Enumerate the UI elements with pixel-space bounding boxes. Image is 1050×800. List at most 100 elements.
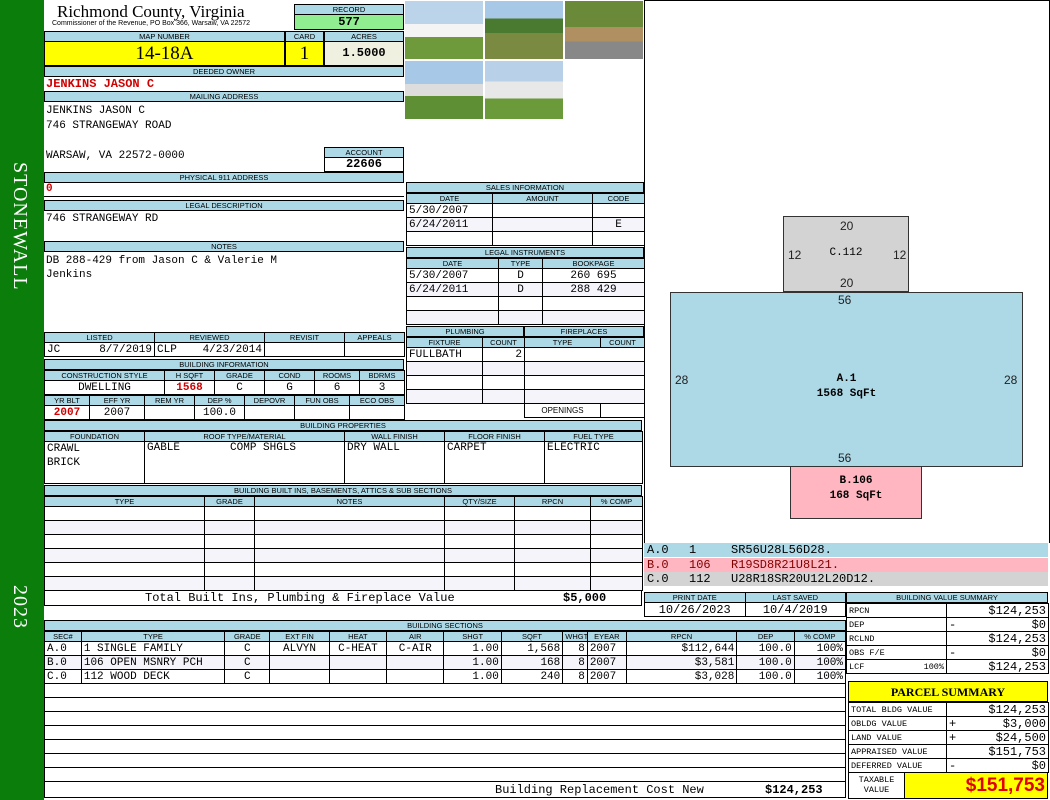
sales-cell xyxy=(592,231,645,246)
section-cell: 1.00 xyxy=(443,669,502,684)
photo-house-front[interactable] xyxy=(404,0,484,60)
sections-header: DEP xyxy=(736,631,795,642)
building-sections-label: BUILDING SECTIONS xyxy=(44,620,846,631)
openings-label: OPENINGS xyxy=(524,403,601,418)
builtins-header: TYPE xyxy=(44,496,205,507)
parcel-summary-row: OBLDG VALUE + $3,000 xyxy=(848,716,1049,731)
building-info-header: GRADE xyxy=(214,370,265,381)
county-subtitle: Commissioner of the Revenue, PO Box 366,… xyxy=(52,20,251,27)
sketch-c-right: 12 xyxy=(893,248,907,262)
parcel-summary-key: DEFERRED VALUE xyxy=(848,758,947,773)
parcel-summary: PARCEL SUMMARY TOTAL BLDG VALUE $124,253 O… xyxy=(848,681,1049,799)
building-info-header: BDRMS xyxy=(359,370,405,381)
building-sections: BUILDING SECTIONS SEC# TYPE GRADE EXT FIN HE… xyxy=(44,620,847,798)
sales-header: DATE xyxy=(406,193,493,204)
record-value: 577 xyxy=(294,15,404,30)
appeals-header: APPEALS xyxy=(344,332,405,343)
plumbing-cell xyxy=(406,389,483,404)
section-cell: 106 OPEN MSNRY PCH xyxy=(80,655,226,670)
sketch-a-area: 1568 SqFt xyxy=(816,388,877,400)
parcel-summary-value: + $3,000 xyxy=(946,716,1049,731)
instrument-cell xyxy=(498,310,543,325)
section-row: B.0 106 OPEN MSNRY PCH C 1.00 168 8 2007 $3,581… xyxy=(44,655,847,670)
sections-header: GRADE xyxy=(224,631,271,642)
building-info-value: C xyxy=(214,380,265,395)
district-sidebar: STONEWALL 2023 xyxy=(0,0,44,800)
legend-path: R19SD8R21U8L21. xyxy=(731,557,840,572)
sketch-section-a[interactable]: A.1 1568 SqFt xyxy=(670,292,1023,467)
replacement-cost-label: Building Replacement Cost New xyxy=(495,783,704,797)
physical-address-label: PHYSICAL 911 ADDRESS xyxy=(44,172,404,183)
builtins-row xyxy=(44,534,643,549)
mailing-line-3: WARSAW, VA 22572-0000 xyxy=(46,150,185,162)
building-info-value: 3 xyxy=(359,380,405,395)
section-cell: B.0 xyxy=(44,655,82,670)
building-info-header: ROOMS xyxy=(314,370,360,381)
print-date-label: PRINT DATE xyxy=(644,592,746,603)
photo-house-rear[interactable] xyxy=(484,60,564,120)
section-cell: 100.0 xyxy=(736,669,795,684)
listing-table: LISTED REVIEWED REVISIT APPEALS JC 8/7/2019 C… xyxy=(44,332,405,420)
reviewed-cell: CLP 4/23/2014 xyxy=(154,342,265,357)
dates-table: PRINT DATE LAST SAVED 10/26/2023 10/4/2019 xyxy=(644,592,846,617)
instruments-label: LEGAL INSTRUMENTS xyxy=(406,247,644,258)
value-summary-row: DEP - $0 xyxy=(846,617,1049,632)
instruments-header: BOOKPAGE xyxy=(542,258,645,269)
building-sketch[interactable]: C.112 20 20 12 12 A.1 1568 SqFt 56 56 28… xyxy=(644,0,1050,543)
sales-header: AMOUNT xyxy=(492,193,593,204)
plumbing-cell xyxy=(482,389,525,404)
builtins-label: BUILDING BUILT INS, BASEMENTS, ATTICS & … xyxy=(44,485,642,496)
instrument-cell: D xyxy=(498,268,543,283)
appeals-cell xyxy=(344,342,405,357)
sales-table: SALES INFORMATION DATE AMOUNT CODE 5/30/200… xyxy=(406,182,645,246)
plumbing-cell xyxy=(482,375,525,390)
parcel-summary-label: PARCEL SUMMARY xyxy=(848,681,1048,702)
legend-code: 1 xyxy=(689,543,697,557)
sketch-section-b[interactable]: B.106 168 SqFt xyxy=(790,466,922,519)
photo-deck[interactable] xyxy=(564,0,644,60)
building-info-header: DEPOVR xyxy=(244,395,295,406)
listed-cell: JC 8/7/2019 xyxy=(44,342,155,357)
sales-cell xyxy=(406,231,493,246)
replacement-cost-row: Building Replacement Cost New $124,253 xyxy=(44,782,846,798)
legend-sec: B.0 xyxy=(647,557,669,572)
plumbing-row xyxy=(406,375,525,390)
sales-row xyxy=(406,231,645,246)
legal-description-label: LEGAL DESCRIPTION xyxy=(44,200,404,211)
builtins-total-label: Total Built Ins, Plumbing & Fireplace Va… xyxy=(145,591,455,605)
section-cell xyxy=(269,669,330,684)
taxable-row: TAXABLE VALUE $151,753 xyxy=(848,773,1048,799)
section-cell: 100% xyxy=(793,669,847,684)
value-summary-row: RCLND $124,253 xyxy=(846,631,1049,646)
notes-line-1: DB 288-429 from Jason C & Valerie M xyxy=(46,255,278,267)
section-cell: 1.00 xyxy=(443,655,502,670)
building-info-header: DEP % xyxy=(194,395,245,406)
building-properties-label: BUILDING PROPERTIES xyxy=(44,420,642,431)
revisit-header: REVISIT xyxy=(264,332,345,343)
sketch-section-c[interactable]: C.112 xyxy=(783,216,909,292)
instrument-row: 6/24/2011 D 288 429 xyxy=(406,282,645,297)
building-info-header: EFF YR xyxy=(89,395,145,406)
instrument-row xyxy=(406,296,645,311)
floor-value: CARPET xyxy=(444,441,545,484)
value-summary-value: $124,253 xyxy=(946,659,1049,674)
value-summary-key: DEP xyxy=(846,617,947,632)
builtins-table: BUILDING BUILT INS, BASEMENTS, ATTICS & … xyxy=(44,485,643,606)
section-cell: 8 xyxy=(562,641,588,656)
sales-row: 5/30/2007 xyxy=(406,203,645,218)
sketch-a-left: 28 xyxy=(675,373,689,387)
last-saved: 10/4/2019 xyxy=(744,602,846,617)
value-summary-row: OBS F/E - $0 xyxy=(846,645,1049,660)
account-number: 22606 xyxy=(324,158,404,172)
sections-header: EYEAR xyxy=(586,631,627,642)
photo-house-side[interactable] xyxy=(404,60,484,120)
instruments-header: TYPE xyxy=(498,258,543,269)
fireplace-count-header: COUNT xyxy=(600,337,645,348)
photo-field[interactable] xyxy=(484,0,564,60)
legal-description: 746 STRANGEWAY RD xyxy=(46,213,159,225)
sales-cell: E xyxy=(592,217,645,232)
section-row xyxy=(44,739,846,754)
account-label: ACCOUNT xyxy=(324,147,404,158)
instrument-cell xyxy=(498,296,543,311)
deeded-owner: JENKINS JASON C xyxy=(46,77,155,91)
